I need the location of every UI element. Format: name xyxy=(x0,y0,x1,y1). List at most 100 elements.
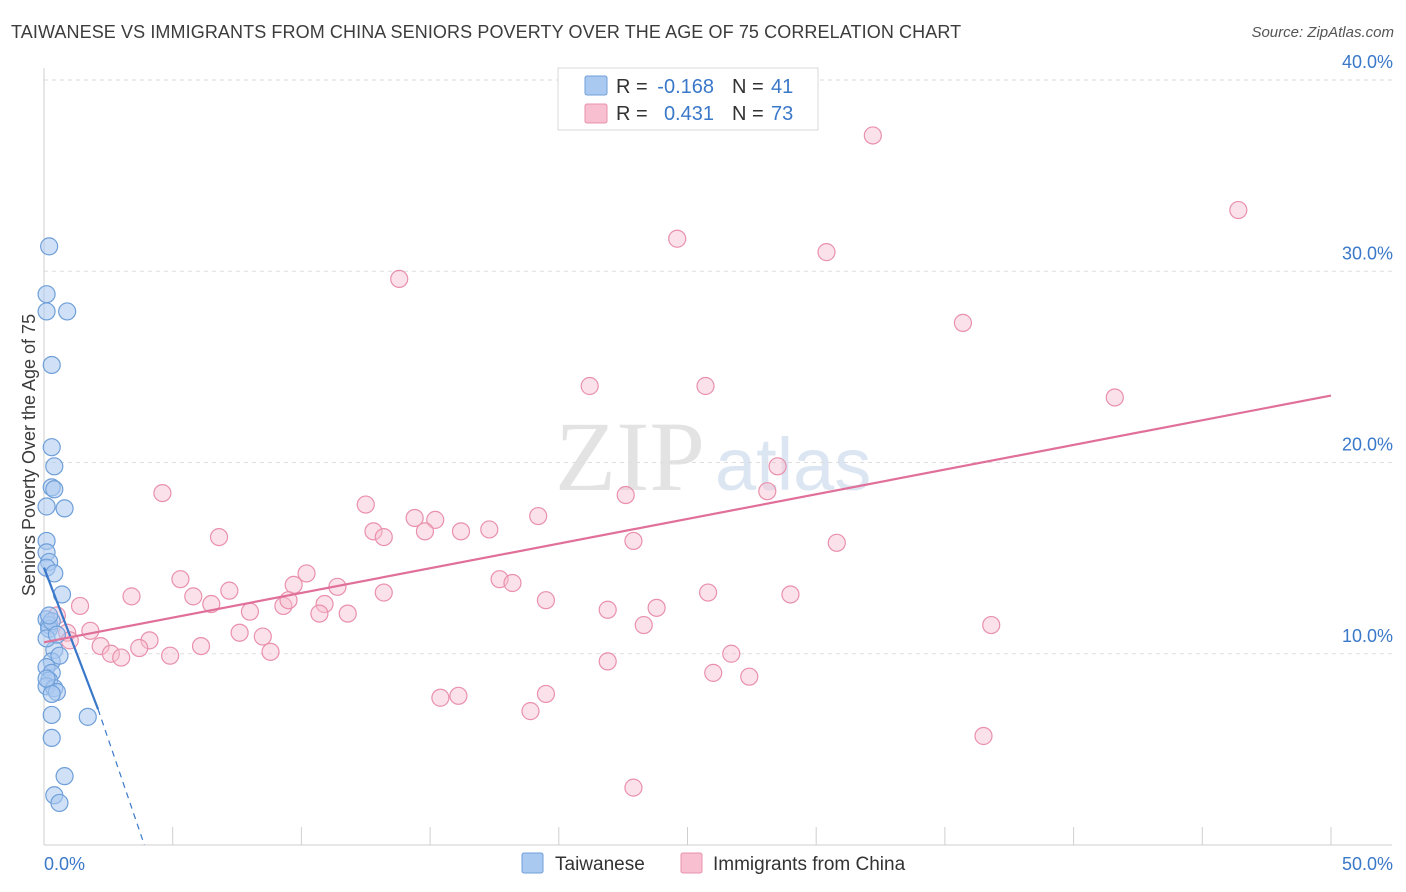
immigrants-from-china-point xyxy=(220,581,239,600)
taiwanese-point xyxy=(55,767,74,786)
immigrants-from-china-point xyxy=(390,269,409,288)
grid-lines xyxy=(44,79,1392,655)
immigrants-from-china-point xyxy=(153,484,172,503)
watermark-zip: ZIP xyxy=(555,401,705,512)
taiwanese-point xyxy=(50,646,69,665)
immigrants-from-china-point xyxy=(536,684,556,704)
legend-swatch-immigrants-from-china xyxy=(584,103,608,124)
bottom-legend-swatch-taiwanese xyxy=(521,852,544,874)
immigrants-from-china-point xyxy=(529,506,548,526)
taiwanese-point xyxy=(37,497,56,516)
immigrants-from-china-point xyxy=(209,527,229,547)
immigrants-from-china-point xyxy=(953,313,973,332)
immigrants-from-china-point xyxy=(101,644,121,663)
immigrants-from-china-point xyxy=(598,652,617,671)
taiwanese-point xyxy=(45,457,64,476)
immigrants-from-china-point xyxy=(1229,200,1248,220)
x-tick-label-max: 50.0% xyxy=(1342,854,1393,874)
immigrants-from-china-point xyxy=(297,564,316,583)
taiwanese-point xyxy=(42,438,61,457)
taiwanese-point xyxy=(58,302,77,321)
chart-title: TAIWANESE VS IMMIGRANTS FROM CHINA SENIO… xyxy=(11,22,962,42)
immigrants-from-china-point xyxy=(70,596,90,616)
y-axis-title: Seniors Poverty Over the Age of 75 xyxy=(19,314,39,596)
immigrants-from-china-point xyxy=(624,778,643,797)
taiwanese-point xyxy=(37,302,56,321)
legend-n-value-1: 73 xyxy=(771,103,793,125)
immigrants-from-china-point xyxy=(338,604,357,623)
immigrants-from-china-point xyxy=(624,531,643,551)
taiwanese-point xyxy=(42,355,61,375)
axis-labels: 10.0% 20.0% 30.0% 40.0% 0.0% 50.0% xyxy=(44,52,1393,874)
taiwanese-point xyxy=(42,684,61,704)
immigrants-from-china-point xyxy=(315,594,334,614)
y-tick-label: 20.0% xyxy=(1342,435,1393,455)
immigrants-from-china-point xyxy=(696,376,715,396)
immigrants-from-china-point xyxy=(616,485,635,505)
immigrants-from-china-point xyxy=(310,604,329,623)
series-legend: Taiwanese Immigrants from China xyxy=(521,852,906,875)
immigrants-from-china-point xyxy=(431,688,450,707)
legend-n-label-0: N = xyxy=(732,76,764,98)
immigrants-from-china-point xyxy=(740,667,759,686)
trend-lines xyxy=(42,394,1332,846)
immigrants-from-china-point xyxy=(191,636,211,656)
immigrants-from-china-point xyxy=(598,600,617,619)
immigrants-from-china-point xyxy=(480,520,499,539)
immigrants-from-china-point xyxy=(374,527,393,547)
legend-r-label-0: R = xyxy=(616,76,648,98)
immigrants-from-china-point xyxy=(704,663,723,682)
legend-n-value-0: 41 xyxy=(771,76,793,98)
immigrants-from-china-point xyxy=(426,510,445,529)
immigrants-from-china-point xyxy=(261,642,280,661)
immigrants-from-china-point xyxy=(284,575,303,595)
immigrants-from-china-point xyxy=(81,621,100,640)
immigrants-from-china-point xyxy=(415,522,435,541)
legend-r-value-1: 0.431 xyxy=(664,103,714,125)
legend-r-label-1: R = xyxy=(616,103,648,125)
immigrants-from-china-point xyxy=(449,686,468,705)
legend-r-value-0: -0.168 xyxy=(657,76,714,98)
y-tick-label: 40.0% xyxy=(1342,52,1393,72)
taiwanese-point xyxy=(37,669,56,688)
immigrants-from-china-point xyxy=(668,229,687,248)
immigrants-from-china-point xyxy=(356,495,375,514)
immigrants-from-china-point xyxy=(184,587,203,606)
series-taiwanese xyxy=(37,237,97,813)
immigrants-from-china-point xyxy=(827,533,846,552)
taiwanese-point xyxy=(50,793,69,813)
immigrants-from-china-point xyxy=(374,583,393,602)
immigrants-from-china-point xyxy=(122,587,141,606)
immigrants-from-china-point xyxy=(722,644,741,663)
immigrants-from-china-point xyxy=(230,623,249,642)
taiwanese-point xyxy=(40,237,59,256)
bottom-legend-label-immigrants-from-china: Immigrants from China xyxy=(713,854,906,875)
immigrants-from-china-point xyxy=(171,570,190,589)
immigrants-from-china-point xyxy=(112,648,131,667)
immigrants-from-china-trend-line xyxy=(43,394,1332,644)
y-tick-label: 10.0% xyxy=(1342,626,1393,646)
taiwanese-point xyxy=(42,728,61,748)
immigrants-from-china-point xyxy=(240,602,260,621)
taiwanese-trend-line xyxy=(42,567,100,710)
bottom-legend-label-taiwanese: Taiwanese xyxy=(555,854,645,875)
y-tick-label: 30.0% xyxy=(1342,243,1393,263)
immigrants-from-china-point xyxy=(405,508,424,528)
immigrants-from-china-point xyxy=(253,627,272,646)
immigrants-from-china-point xyxy=(768,457,787,476)
immigrants-from-china-point xyxy=(982,615,1001,635)
taiwanese-point xyxy=(55,499,74,518)
immigrants-from-china-point xyxy=(758,482,777,501)
immigrants-from-china-point xyxy=(1105,388,1124,407)
immigrants-from-china-point xyxy=(451,522,471,541)
immigrants-from-china-point xyxy=(580,376,599,396)
taiwanese-trend-extension xyxy=(97,709,145,846)
immigrants-from-china-point xyxy=(161,646,180,665)
legend-n-label-1: N = xyxy=(732,103,764,125)
immigrants-from-china-point xyxy=(521,702,540,721)
immigrants-from-china-point xyxy=(863,126,882,145)
taiwanese-point xyxy=(78,707,97,726)
stats-legend: R = -0.168 N = 41 R = 0.431 N = 73 xyxy=(557,67,819,131)
taiwanese-point xyxy=(42,705,61,725)
